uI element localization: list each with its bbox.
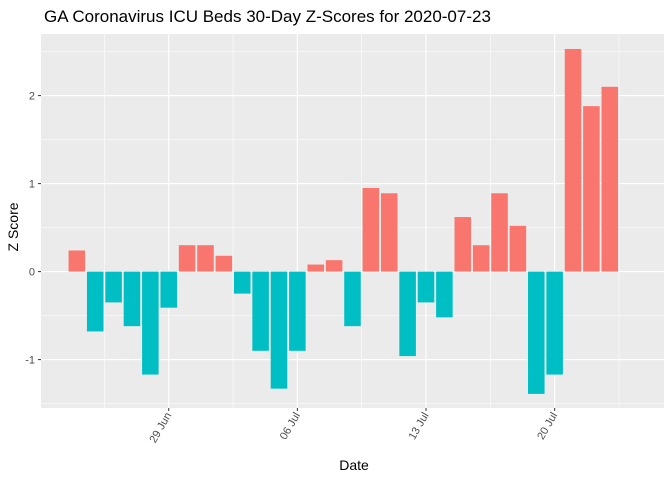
bar — [583, 106, 600, 272]
bar — [491, 193, 508, 272]
y-axis: -1 0 1 2 — [25, 91, 41, 367]
chart-title: GA Coronavirus ICU Beds 30-Day Z-Scores … — [44, 7, 491, 26]
bars — [68, 48, 619, 394]
bar — [142, 271, 159, 375]
bar — [105, 271, 122, 303]
bar — [215, 255, 233, 272]
bar — [509, 225, 527, 272]
bar — [123, 271, 141, 327]
x-axis-title: Date — [339, 457, 369, 473]
bar — [436, 271, 453, 318]
bar — [362, 188, 380, 272]
bar — [160, 271, 177, 308]
bar — [178, 245, 196, 272]
bar — [68, 250, 86, 272]
x-tick-label: 29 Jun — [147, 411, 174, 446]
x-axis: 29 Jun 06 Jul 13 Jul 20 Jul — [147, 408, 560, 445]
bar — [380, 193, 398, 272]
bar — [270, 271, 288, 389]
bar — [344, 271, 361, 327]
y-tick-label: 2 — [29, 91, 35, 103]
bar — [307, 264, 325, 272]
bar — [325, 260, 343, 272]
y-tick-label: 0 — [29, 267, 35, 279]
x-tick-label: 20 Jul — [535, 411, 560, 442]
bar — [86, 271, 104, 332]
bar — [601, 86, 619, 272]
bar — [528, 271, 545, 394]
bar — [399, 271, 416, 357]
bar — [472, 245, 490, 272]
y-tick-label: -1 — [25, 355, 35, 367]
y-axis-title: Z Score — [5, 202, 21, 251]
bar — [197, 245, 214, 272]
bar — [289, 271, 306, 351]
x-tick-label: 13 Jul — [407, 411, 432, 442]
y-tick-label: 1 — [29, 179, 35, 191]
x-tick-label: 06 Jul — [278, 411, 303, 442]
bar — [546, 271, 563, 375]
bar — [233, 271, 251, 294]
bar — [454, 217, 472, 272]
bar — [252, 271, 269, 351]
bar — [564, 48, 582, 272]
bar — [417, 271, 435, 303]
